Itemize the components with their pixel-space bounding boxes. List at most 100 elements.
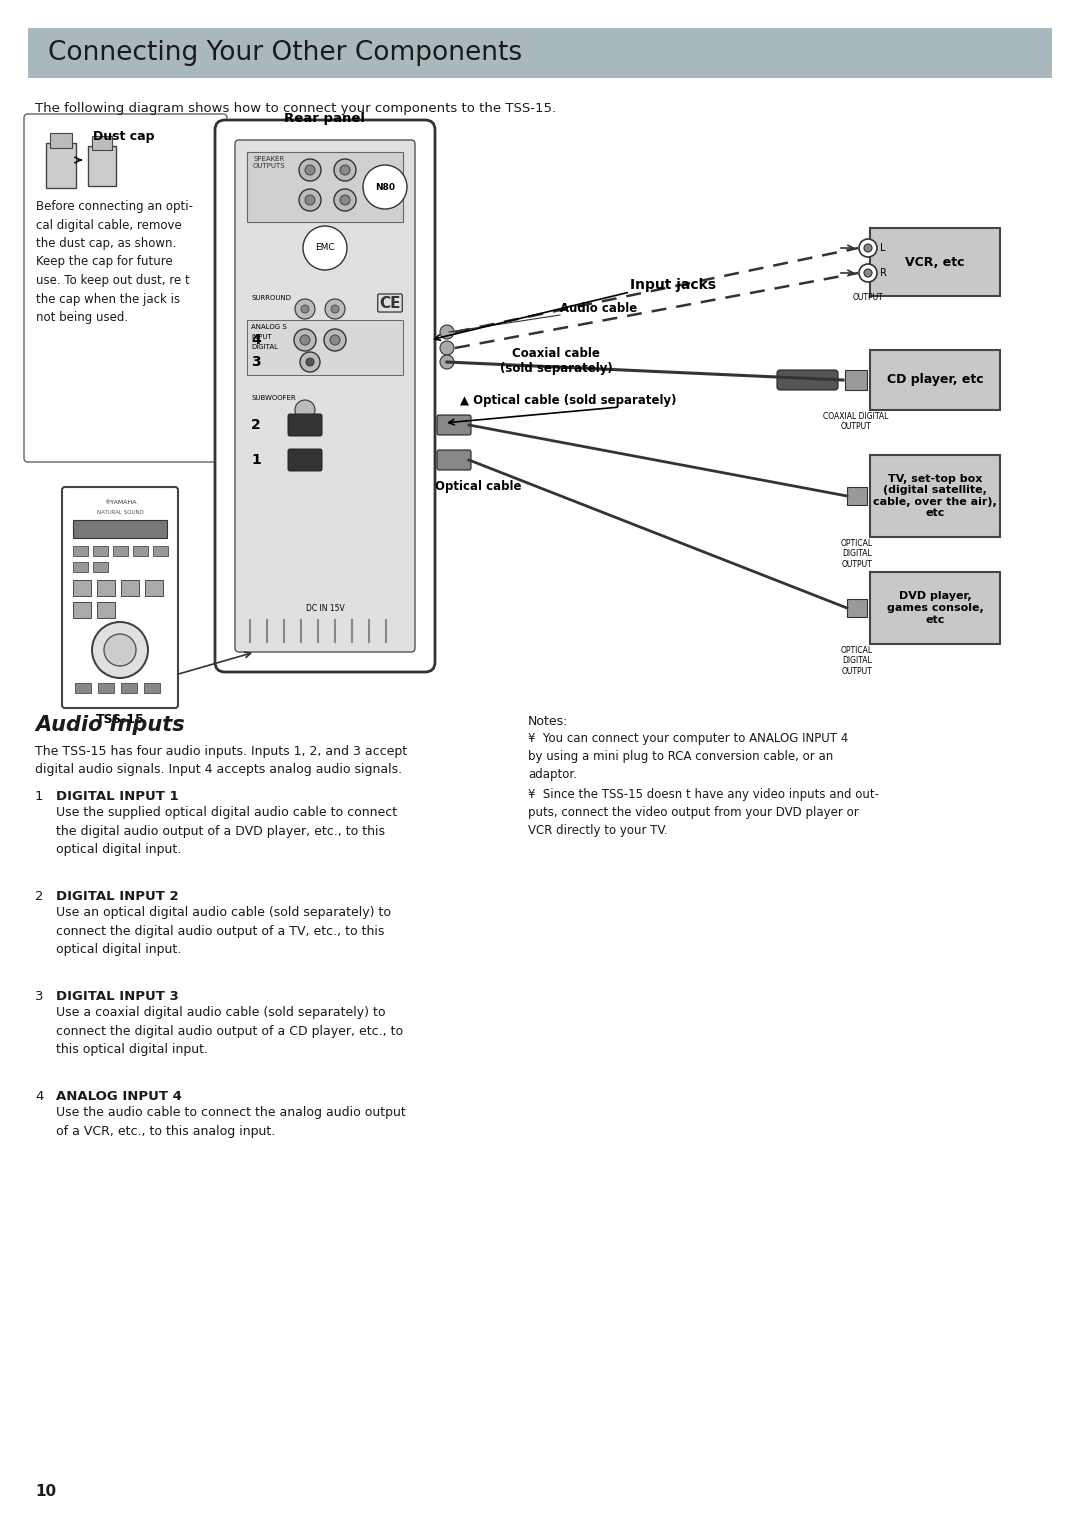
Text: COAXIAL DIGITAL
OUTPUT: COAXIAL DIGITAL OUTPUT xyxy=(823,412,889,432)
Circle shape xyxy=(299,159,321,182)
Bar xyxy=(87,146,116,186)
Text: ▲ Optical cable (sold separately): ▲ Optical cable (sold separately) xyxy=(460,394,676,407)
Bar xyxy=(145,580,163,597)
Text: 1: 1 xyxy=(251,453,260,467)
FancyBboxPatch shape xyxy=(24,114,227,462)
Circle shape xyxy=(301,305,309,313)
Bar xyxy=(73,580,91,597)
Text: 4: 4 xyxy=(251,333,260,346)
Text: CD player, etc: CD player, etc xyxy=(887,374,983,386)
Circle shape xyxy=(330,336,340,345)
Text: DIGITAL INPUT 1: DIGITAL INPUT 1 xyxy=(56,790,178,803)
Text: Use an optical digital audio cable (sold separately) to
connect the digital audi: Use an optical digital audio cable (sold… xyxy=(56,906,391,955)
Text: Audio Inputs: Audio Inputs xyxy=(35,716,185,736)
Text: ANALOG S: ANALOG S xyxy=(251,324,287,330)
Circle shape xyxy=(330,305,339,313)
Bar xyxy=(870,349,1000,410)
FancyBboxPatch shape xyxy=(437,415,471,435)
Text: OPTICAL
DIGITAL
OUTPUT: OPTICAL DIGITAL OUTPUT xyxy=(841,539,873,569)
Text: Dust cap: Dust cap xyxy=(93,130,154,143)
Text: Coaxial cable
(sold separately): Coaxial cable (sold separately) xyxy=(500,346,612,375)
Bar xyxy=(73,562,87,572)
Bar xyxy=(28,27,1052,78)
Circle shape xyxy=(334,159,356,182)
Text: DIGITAL INPUT 3: DIGITAL INPUT 3 xyxy=(56,990,179,1003)
Text: Use the audio cable to connect the analog audio output
of a VCR, etc., to this a: Use the audio cable to connect the analo… xyxy=(56,1106,406,1137)
Bar xyxy=(93,546,108,555)
Circle shape xyxy=(300,336,310,345)
Bar xyxy=(247,153,403,221)
FancyBboxPatch shape xyxy=(288,449,322,472)
Bar xyxy=(97,601,114,618)
FancyBboxPatch shape xyxy=(235,140,415,652)
Text: Rear panel: Rear panel xyxy=(284,111,365,125)
Text: 2: 2 xyxy=(251,418,260,432)
Bar xyxy=(847,600,867,617)
Text: OPTICAL
DIGITAL
OUTPUT: OPTICAL DIGITAL OUTPUT xyxy=(841,645,873,676)
Circle shape xyxy=(324,330,346,351)
Text: DIGITAL: DIGITAL xyxy=(251,343,278,349)
Circle shape xyxy=(294,330,316,351)
Text: SURROUND: SURROUND xyxy=(251,295,291,301)
Text: The following diagram shows how to connect your components to the TSS-15.: The following diagram shows how to conne… xyxy=(35,102,556,114)
Text: OUTPUT: OUTPUT xyxy=(852,293,883,302)
Circle shape xyxy=(440,325,454,339)
Circle shape xyxy=(300,353,320,372)
Circle shape xyxy=(306,359,314,366)
Text: TV, set-top box
(digital satellite,
cable, over the air),
etc: TV, set-top box (digital satellite, cabl… xyxy=(873,473,997,519)
Circle shape xyxy=(864,269,872,278)
Bar xyxy=(870,572,1000,644)
Text: Audio cable: Audio cable xyxy=(561,302,637,314)
FancyBboxPatch shape xyxy=(777,369,838,391)
Bar xyxy=(113,546,129,555)
Circle shape xyxy=(859,264,877,282)
Bar xyxy=(121,684,137,693)
Text: Input jacks: Input jacks xyxy=(630,278,716,291)
Bar xyxy=(121,580,139,597)
Bar xyxy=(73,601,91,618)
Text: DC IN 15V: DC IN 15V xyxy=(306,604,345,613)
Circle shape xyxy=(299,189,321,211)
Bar xyxy=(50,133,72,148)
FancyBboxPatch shape xyxy=(288,414,322,436)
Circle shape xyxy=(859,240,877,256)
Circle shape xyxy=(363,165,407,209)
FancyBboxPatch shape xyxy=(437,450,471,470)
Bar xyxy=(73,546,87,555)
Bar xyxy=(93,562,108,572)
Text: Connecting Your Other Components: Connecting Your Other Components xyxy=(48,40,522,66)
Bar xyxy=(92,136,112,150)
Text: 3: 3 xyxy=(35,990,43,1003)
Text: 3: 3 xyxy=(251,356,260,369)
Text: ¥  Since the TSS-15 doesn t have any video inputs and out-
puts, connect the vid: ¥ Since the TSS-15 doesn t have any vide… xyxy=(528,787,879,836)
Bar xyxy=(75,684,91,693)
Circle shape xyxy=(295,400,315,420)
Bar xyxy=(97,580,114,597)
Text: 1: 1 xyxy=(35,790,43,803)
Circle shape xyxy=(104,633,136,665)
Circle shape xyxy=(864,244,872,252)
Text: Optical cable: Optical cable xyxy=(435,481,522,493)
Text: 4: 4 xyxy=(35,1090,43,1103)
Text: TSS-15: TSS-15 xyxy=(96,713,145,726)
Text: VCR, etc: VCR, etc xyxy=(905,255,964,269)
Bar xyxy=(870,227,1000,296)
Bar xyxy=(870,455,1000,537)
Circle shape xyxy=(340,195,350,204)
Text: CE: CE xyxy=(379,296,401,310)
Circle shape xyxy=(295,299,315,319)
Text: Before connecting an opti-
cal digital cable, remove
the dust cap, as shown.
Kee: Before connecting an opti- cal digital c… xyxy=(36,200,193,324)
Circle shape xyxy=(440,356,454,369)
Circle shape xyxy=(440,340,454,356)
Circle shape xyxy=(303,226,347,270)
Circle shape xyxy=(340,165,350,175)
Text: Notes:: Notes: xyxy=(528,716,568,728)
Bar xyxy=(847,487,867,505)
Text: NATURAL SOUND: NATURAL SOUND xyxy=(96,510,144,514)
Text: ¥  You can connect your computer to ANALOG INPUT 4
by using a mini plug to RCA c: ¥ You can connect your computer to ANALO… xyxy=(528,732,848,781)
Text: DIGITAL INPUT 2: DIGITAL INPUT 2 xyxy=(56,890,178,903)
Text: SUBWOOFER: SUBWOOFER xyxy=(251,395,296,401)
Text: DVD player,
games console,
etc: DVD player, games console, etc xyxy=(887,592,984,624)
Text: N80: N80 xyxy=(375,183,395,191)
Circle shape xyxy=(305,195,315,204)
